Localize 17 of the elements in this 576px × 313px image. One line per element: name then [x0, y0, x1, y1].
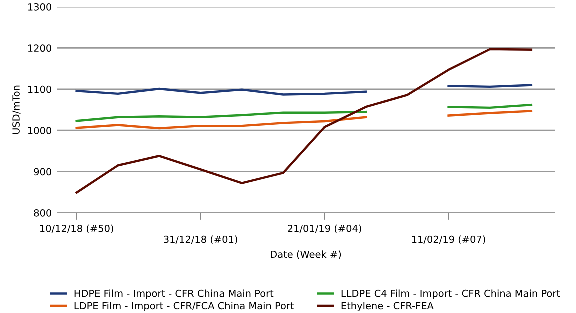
x-tick-label: 31/12/18 (#01) [164, 236, 238, 244]
legend-label: HDPE Film - Import - CFR China Main Port [74, 290, 274, 300]
line-series [76, 48, 533, 194]
y-axis-title: USD/mTon [12, 86, 21, 134]
x-tick-label: 21/01/19 (#04) [288, 224, 362, 234]
y-tick-label: 1200 [28, 44, 52, 52]
legend-label: LLDPE C4 Film - Import - CFR China Main Port [342, 290, 560, 300]
y-tick-label: 800 [34, 209, 52, 217]
y-tick-label: 1000 [28, 127, 52, 134]
legend-label: LDPE Film - Import - CFR/FCA China Main Port [74, 302, 294, 312]
legend-label: Ethylene - CFR-FEA [342, 302, 434, 312]
x-tick-label: 10/12/18 (#50) [40, 224, 114, 234]
y-tick-label: 900 [34, 168, 52, 176]
y-tick-label: 1100 [28, 86, 52, 94]
x-axis-title: Date (Week #) [271, 250, 342, 260]
x-tick-label: 11/02/19 (#07) [412, 236, 486, 244]
y-tick-label: 1300 [28, 3, 52, 11]
